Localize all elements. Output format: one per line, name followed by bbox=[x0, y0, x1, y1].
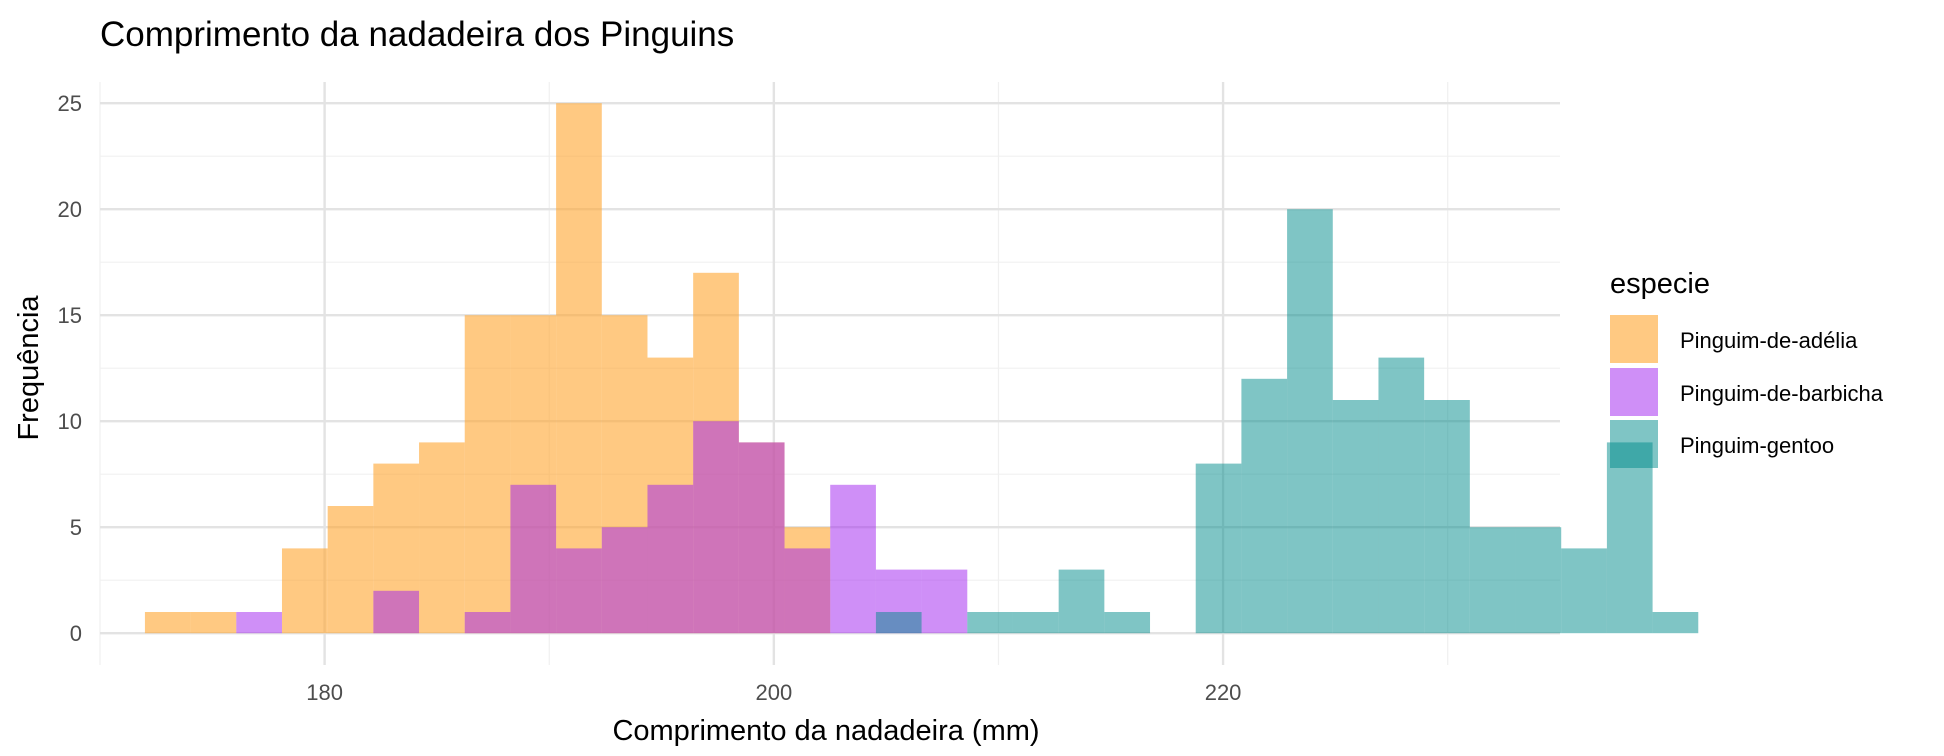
y-axis-ticks: 0 5 10 15 20 25 bbox=[58, 91, 82, 646]
bar bbox=[1058, 569, 1105, 634]
series-1 bbox=[236, 421, 968, 634]
bar bbox=[373, 590, 420, 634]
y-tick-label: 20 bbox=[58, 197, 82, 222]
bar bbox=[647, 484, 694, 634]
bar bbox=[1606, 442, 1653, 634]
x-tick-label: 180 bbox=[306, 680, 343, 705]
bar bbox=[556, 103, 602, 634]
legend-swatch-barbicha bbox=[1610, 368, 1658, 416]
x-tick-label: 220 bbox=[1205, 680, 1242, 705]
y-tick-label: 15 bbox=[58, 303, 82, 328]
legend: especie Pinguim-de-adélia Pinguim-de-bar… bbox=[1610, 268, 1884, 468]
bar bbox=[1378, 357, 1425, 634]
bar bbox=[464, 315, 511, 634]
bar bbox=[784, 548, 831, 634]
bar bbox=[464, 612, 511, 634]
x-axis-ticks: 180 200 220 bbox=[306, 680, 1241, 705]
bar bbox=[921, 569, 968, 634]
bar bbox=[1241, 378, 1288, 634]
bar bbox=[1195, 463, 1242, 634]
bar bbox=[1104, 612, 1151, 634]
series-2 bbox=[875, 209, 1699, 634]
bar bbox=[1515, 527, 1562, 634]
bar bbox=[967, 612, 1013, 634]
bar bbox=[1561, 548, 1607, 634]
bar bbox=[1332, 400, 1379, 634]
legend-label-barbicha: Pinguim-de-barbicha bbox=[1680, 381, 1884, 406]
x-axis-title: Comprimento da nadadeira (mm) bbox=[612, 715, 1039, 747]
bar bbox=[601, 527, 648, 634]
y-tick-label: 5 bbox=[70, 515, 82, 540]
legend-swatch-gentoo bbox=[1610, 420, 1658, 468]
bar bbox=[190, 612, 237, 634]
chart-title: Comprimento da nadadeira dos Pinguins bbox=[100, 15, 734, 54]
bar bbox=[830, 484, 876, 634]
bar bbox=[556, 548, 602, 634]
bar bbox=[510, 484, 557, 634]
x-tick-label: 200 bbox=[755, 680, 792, 705]
bar bbox=[144, 612, 191, 634]
bar bbox=[419, 442, 465, 634]
legend-title: especie bbox=[1610, 268, 1710, 300]
bars bbox=[144, 103, 1699, 634]
bar bbox=[1287, 209, 1333, 634]
y-tick-label: 10 bbox=[58, 409, 82, 434]
legend-swatch-adelia bbox=[1610, 315, 1658, 363]
y-tick-label: 25 bbox=[58, 91, 82, 116]
bar bbox=[236, 612, 282, 634]
bar bbox=[1424, 400, 1470, 634]
y-tick-label: 0 bbox=[70, 621, 82, 646]
bar bbox=[1652, 612, 1699, 634]
bar bbox=[1012, 612, 1059, 634]
bar bbox=[327, 506, 374, 634]
bar bbox=[875, 612, 922, 634]
legend-label-adelia: Pinguim-de-adélia bbox=[1680, 328, 1858, 353]
bar bbox=[281, 548, 328, 634]
bar bbox=[693, 421, 739, 634]
legend-label-gentoo: Pinguim-gentoo bbox=[1680, 433, 1834, 458]
y-axis-title: Frequência bbox=[13, 295, 45, 441]
bar bbox=[738, 442, 785, 634]
bar bbox=[1469, 527, 1516, 634]
